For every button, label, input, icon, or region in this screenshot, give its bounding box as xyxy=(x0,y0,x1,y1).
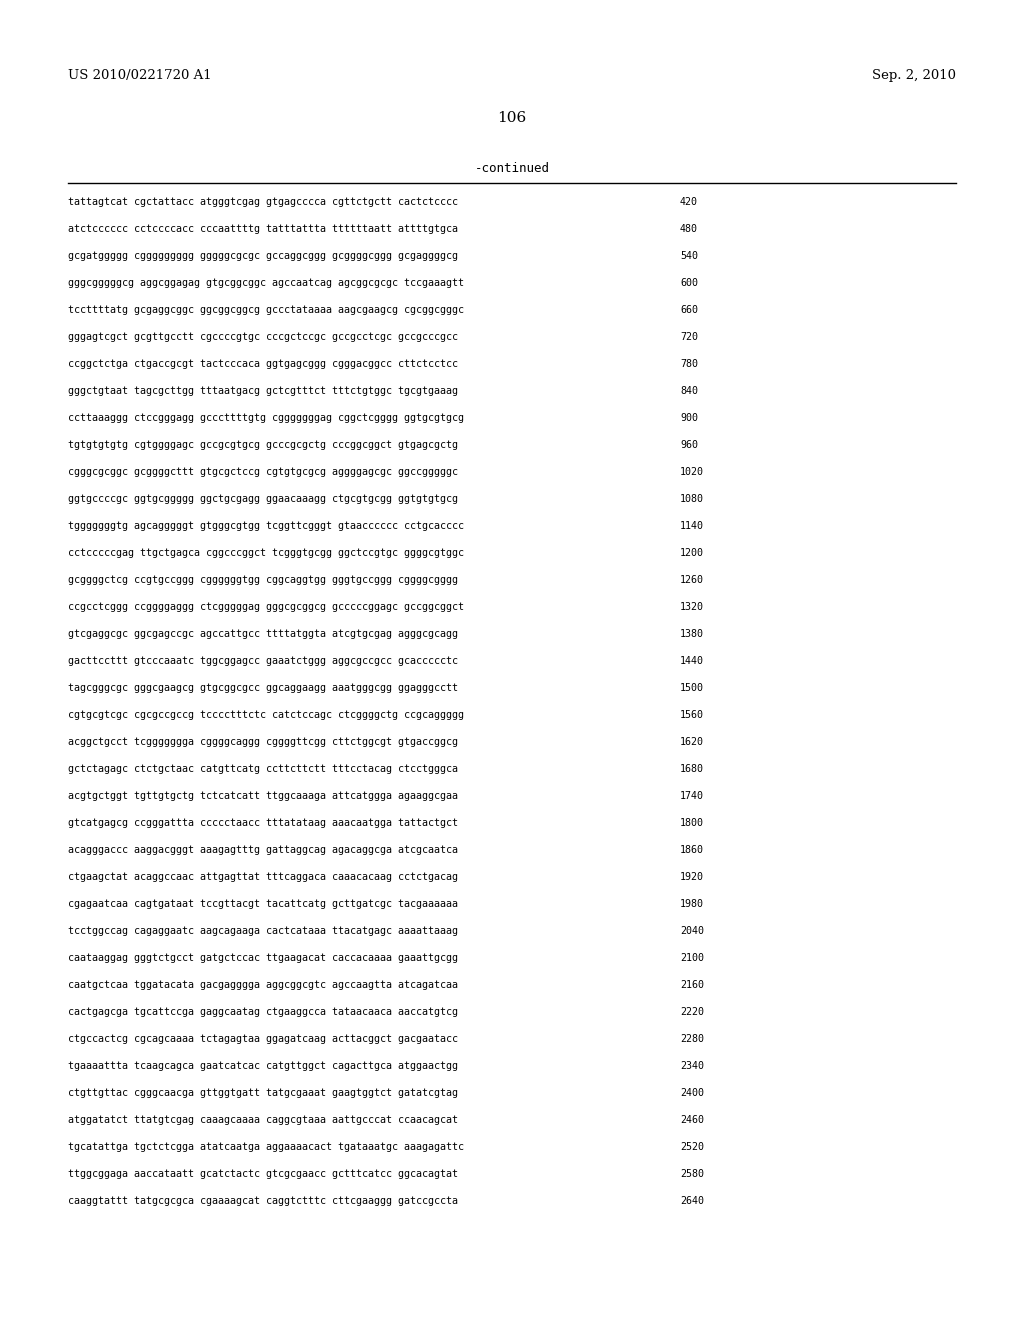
Text: 2520: 2520 xyxy=(680,1142,705,1152)
Text: cctcccccgag ttgctgagca cggcccggct tcgggtgcgg ggctccgtgc ggggcgtggc: cctcccccgag ttgctgagca cggcccggct tcgggt… xyxy=(68,548,464,558)
Text: tcctggccag cagaggaatc aagcagaaga cactcataaa ttacatgagc aaaattaaag: tcctggccag cagaggaatc aagcagaaga cactcat… xyxy=(68,927,458,936)
Text: gggcgggggcg aggcggagag gtgcggcggc agccaatcag agcggcgcgc tccgaaagtt: gggcgggggcg aggcggagag gtgcggcggc agccaa… xyxy=(68,279,464,288)
Text: gtcgaggcgc ggcgagccgc agccattgcc ttttatggta atcgtgcgag agggcgcagg: gtcgaggcgc ggcgagccgc agccattgcc ttttatg… xyxy=(68,630,458,639)
Text: 960: 960 xyxy=(680,440,698,450)
Text: ctgttgttac cgggcaacga gttggtgatt tatgcgaaat gaagtggtct gatatcgtag: ctgttgttac cgggcaacga gttggtgatt tatgcga… xyxy=(68,1088,458,1098)
Text: 1560: 1560 xyxy=(680,710,705,719)
Text: atctcccccc cctccccacc cccaattttg tatttattta ttttttaatt attttgtgca: atctcccccc cctccccacc cccaattttg tatttat… xyxy=(68,224,458,234)
Text: 1380: 1380 xyxy=(680,630,705,639)
Text: 1500: 1500 xyxy=(680,682,705,693)
Text: cactgagcga tgcattccga gaggcaatag ctgaaggcca tataacaaca aaccatgtcg: cactgagcga tgcattccga gaggcaatag ctgaagg… xyxy=(68,1007,458,1016)
Text: caatgctcaa tggatacata gacgagggga aggcggcgtc agccaagtta atcagatcaa: caatgctcaa tggatacata gacgagggga aggcggc… xyxy=(68,979,458,990)
Text: gctctagagc ctctgctaac catgttcatg ccttcttctt tttcctacag ctcctgggca: gctctagagc ctctgctaac catgttcatg ccttctt… xyxy=(68,764,458,774)
Text: 2340: 2340 xyxy=(680,1061,705,1071)
Text: tattagtcat cgctattacc atgggtcgag gtgagcccca cgttctgctt cactctcccc: tattagtcat cgctattacc atgggtcgag gtgagcc… xyxy=(68,197,458,207)
Text: atggatatct ttatgtcgag caaagcaaaa caggcgtaaa aattgcccat ccaacagcat: atggatatct ttatgtcgag caaagcaaaa caggcgt… xyxy=(68,1115,458,1125)
Text: 1740: 1740 xyxy=(680,791,705,801)
Text: 600: 600 xyxy=(680,279,698,288)
Text: 1800: 1800 xyxy=(680,818,705,828)
Text: acggctgcct tcggggggga cggggcaggg cggggttcgg cttctggcgt gtgaccggcg: acggctgcct tcggggggga cggggcaggg cggggtt… xyxy=(68,737,458,747)
Text: ccggctctga ctgaccgcgt tactcccaca ggtgagcggg cgggacggcc cttctcctcc: ccggctctga ctgaccgcgt tactcccaca ggtgagc… xyxy=(68,359,458,370)
Text: tgcatattga tgctctcgga atatcaatga aggaaaacact tgataaatgc aaagagattc: tgcatattga tgctctcgga atatcaatga aggaaaa… xyxy=(68,1142,464,1152)
Text: Sep. 2, 2010: Sep. 2, 2010 xyxy=(872,69,956,82)
Text: acagggaccc aaggacgggt aaagagtttg gattaggcag agacaggcga atcgcaatca: acagggaccc aaggacgggt aaagagtttg gattagg… xyxy=(68,845,458,855)
Text: cgagaatcaa cagtgataat tccgttacgt tacattcatg gcttgatcgc tacgaaaaaa: cgagaatcaa cagtgataat tccgttacgt tacattc… xyxy=(68,899,458,909)
Text: tgaaaattta tcaagcagca gaatcatcac catgttggct cagacttgca atggaactgg: tgaaaattta tcaagcagca gaatcatcac catgttg… xyxy=(68,1061,458,1071)
Text: tgtgtgtgtg cgtggggagc gccgcgtgcg gcccgcgctg cccggcggct gtgagcgctg: tgtgtgtgtg cgtggggagc gccgcgtgcg gcccgcg… xyxy=(68,440,458,450)
Text: ctgccactcg cgcagcaaaa tctagagtaa ggagatcaag acttacggct gacgaatacc: ctgccactcg cgcagcaaaa tctagagtaa ggagatc… xyxy=(68,1034,458,1044)
Text: 106: 106 xyxy=(498,111,526,125)
Text: 2580: 2580 xyxy=(680,1170,705,1179)
Text: US 2010/0221720 A1: US 2010/0221720 A1 xyxy=(68,69,212,82)
Text: tccttttatg gcgaggcggc ggcggcggcg gccctataaaa aagcgaagcg cgcggcgggc: tccttttatg gcgaggcggc ggcggcggcg gccctat… xyxy=(68,305,464,315)
Text: caaggtattt tatgcgcgca cgaaaagcat caggtctttc cttcgaaggg gatccgccta: caaggtattt tatgcgcgca cgaaaagcat caggtct… xyxy=(68,1196,458,1206)
Text: 1080: 1080 xyxy=(680,494,705,504)
Text: ttggcggaga aaccataatt gcatctactc gtcgcgaacc gctttcatcc ggcacagtat: ttggcggaga aaccataatt gcatctactc gtcgcga… xyxy=(68,1170,458,1179)
Text: 1620: 1620 xyxy=(680,737,705,747)
Text: 2100: 2100 xyxy=(680,953,705,964)
Text: 2400: 2400 xyxy=(680,1088,705,1098)
Text: gggctgtaat tagcgcttgg tttaatgacg gctcgtttct tttctgtggc tgcgtgaaag: gggctgtaat tagcgcttgg tttaatgacg gctcgtt… xyxy=(68,385,458,396)
Text: 2460: 2460 xyxy=(680,1115,705,1125)
Text: gggagtcgct gcgttgcctt cgccccgtgc cccgctccgc gccgcctcgc gccgcccgcc: gggagtcgct gcgttgcctt cgccccgtgc cccgctc… xyxy=(68,333,458,342)
Text: -continued: -continued xyxy=(474,161,550,174)
Text: 720: 720 xyxy=(680,333,698,342)
Text: gcgatggggg cggggggggg gggggcgcgc gccaggcggg gcggggcggg gcgaggggcg: gcgatggggg cggggggggg gggggcgcgc gccaggc… xyxy=(68,251,458,261)
Text: 1980: 1980 xyxy=(680,899,705,909)
Text: 2160: 2160 xyxy=(680,979,705,990)
Text: cgggcgcggc gcggggcttt gtgcgctccg cgtgtgcgcg aggggagcgc ggccgggggc: cgggcgcggc gcggggcttt gtgcgctccg cgtgtgc… xyxy=(68,467,458,477)
Text: 1140: 1140 xyxy=(680,521,705,531)
Text: 900: 900 xyxy=(680,413,698,422)
Text: 840: 840 xyxy=(680,385,698,396)
Text: ccgcctcggg ccggggaggg ctcgggggag gggcgcggcg gcccccggagc gccggcggct: ccgcctcggg ccggggaggg ctcgggggag gggcgcg… xyxy=(68,602,464,612)
Text: 420: 420 xyxy=(680,197,698,207)
Text: 1860: 1860 xyxy=(680,845,705,855)
Text: 2280: 2280 xyxy=(680,1034,705,1044)
Text: 1320: 1320 xyxy=(680,602,705,612)
Text: 540: 540 xyxy=(680,251,698,261)
Text: caataaggag gggtctgcct gatgctccac ttgaagacat caccacaaaa gaaattgcgg: caataaggag gggtctgcct gatgctccac ttgaaga… xyxy=(68,953,458,964)
Text: 1200: 1200 xyxy=(680,548,705,558)
Text: 2040: 2040 xyxy=(680,927,705,936)
Text: 1680: 1680 xyxy=(680,764,705,774)
Text: 1920: 1920 xyxy=(680,873,705,882)
Text: 780: 780 xyxy=(680,359,698,370)
Text: 1440: 1440 xyxy=(680,656,705,667)
Text: gacttccttt gtcccaaatc tggcggagcc gaaatctggg aggcgccgcc gcaccccctc: gacttccttt gtcccaaatc tggcggagcc gaaatct… xyxy=(68,656,458,667)
Text: gtcatgagcg ccgggattta ccccctaacc tttatataag aaacaatgga tattactgct: gtcatgagcg ccgggattta ccccctaacc tttatat… xyxy=(68,818,458,828)
Text: gcggggctcg ccgtgccggg cggggggtgg cggcaggtgg gggtgccggg cggggcgggg: gcggggctcg ccgtgccggg cggggggtgg cggcagg… xyxy=(68,576,458,585)
Text: acgtgctggt tgttgtgctg tctcatcatt ttggcaaaga attcatggga agaaggcgaa: acgtgctggt tgttgtgctg tctcatcatt ttggcaa… xyxy=(68,791,458,801)
Text: 660: 660 xyxy=(680,305,698,315)
Text: 1020: 1020 xyxy=(680,467,705,477)
Text: ctgaagctat acaggccaac attgagttat tttcaggaca caaacacaag cctctgacag: ctgaagctat acaggccaac attgagttat tttcagg… xyxy=(68,873,458,882)
Text: tagcgggcgc gggcgaagcg gtgcggcgcc ggcaggaagg aaatgggcgg ggagggcctt: tagcgggcgc gggcgaagcg gtgcggcgcc ggcagga… xyxy=(68,682,458,693)
Text: cgtgcgtcgc cgcgccgccg tcccctttctc catctccagc ctcggggctg ccgcaggggg: cgtgcgtcgc cgcgccgccg tcccctttctc catctc… xyxy=(68,710,464,719)
Text: ggtgccccgc ggtgcggggg ggctgcgagg ggaacaaagg ctgcgtgcgg ggtgtgtgcg: ggtgccccgc ggtgcggggg ggctgcgagg ggaacaa… xyxy=(68,494,458,504)
Text: 2640: 2640 xyxy=(680,1196,705,1206)
Text: 480: 480 xyxy=(680,224,698,234)
Text: 1260: 1260 xyxy=(680,576,705,585)
Text: ccttaaaggg ctccgggagg gcccttttgtg cgggggggag cggctcgggg ggtgcgtgcg: ccttaaaggg ctccgggagg gcccttttgtg cggggg… xyxy=(68,413,464,422)
Text: 2220: 2220 xyxy=(680,1007,705,1016)
Text: tgggggggtg agcagggggt gtgggcgtgg tcggttcgggt gtaacccccc cctgcacccc: tgggggggtg agcagggggt gtgggcgtgg tcggttc… xyxy=(68,521,464,531)
